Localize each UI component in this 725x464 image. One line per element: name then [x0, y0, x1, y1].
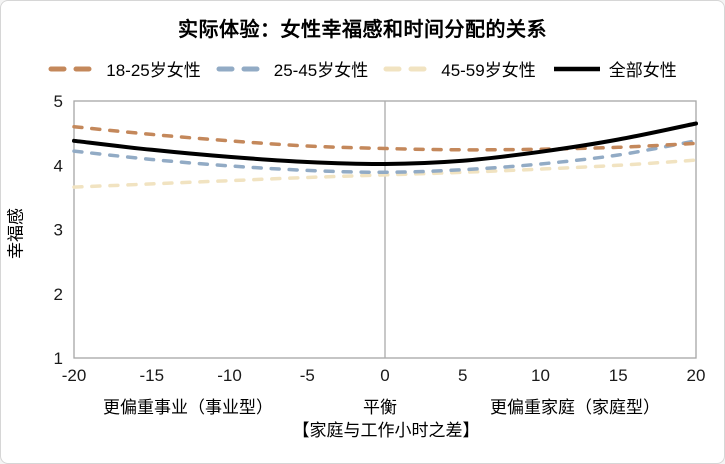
legend-label-18-25: 18-25岁女性 [106, 61, 201, 80]
svg-text:15: 15 [609, 366, 628, 385]
svg-text:2: 2 [54, 285, 63, 304]
x-zone-label-family: 更偏重家庭（家庭型） [490, 398, 660, 417]
svg-text:10: 10 [531, 366, 550, 385]
svg-text:20: 20 [687, 366, 706, 385]
legend-item-18-25: 18-25岁女性 [48, 56, 201, 81]
solid-line-swatch-icon [551, 64, 603, 74]
svg-text:-15: -15 [139, 366, 164, 385]
dashed-line-swatch-icon [48, 64, 100, 74]
svg-text:0: 0 [380, 366, 389, 385]
svg-text:5: 5 [458, 366, 467, 385]
chart-title: 实际体验：女性幸福感和时间分配的关系 [178, 19, 547, 41]
dashed-line-swatch-icon [383, 64, 435, 74]
svg-text:1: 1 [54, 349, 63, 368]
svg-text:-20: -20 [62, 366, 87, 385]
x-zone-label-balance: 平衡 [363, 398, 397, 417]
legend-item-45-59: 45-59岁女性 [383, 56, 536, 81]
svg-text:-10: -10 [217, 366, 242, 385]
dashed-line-swatch-icon [216, 64, 268, 74]
legend: 18-25岁女性 25-45岁女性 45-59岁女性 全部女性 [1, 56, 724, 81]
legend-item-all-women: 全部女性 [551, 56, 677, 81]
svg-text:3: 3 [54, 221, 63, 240]
legend-label-45-59: 45-59岁女性 [441, 61, 536, 80]
svg-text:4: 4 [54, 156, 63, 175]
legend-label-all-women: 全部女性 [608, 61, 677, 80]
y-axis-label: 幸福感 [6, 208, 26, 259]
svg-text:-5: -5 [300, 366, 315, 385]
svg-text:5: 5 [54, 92, 63, 111]
legend-label-25-45: 25-45岁女性 [273, 61, 369, 80]
legend-item-25-45: 25-45岁女性 [216, 56, 368, 81]
x-axis-title: 【家庭与工作小时之差】 [292, 421, 480, 440]
x-zone-label-career: 更偏重事业（事业型） [103, 398, 273, 417]
